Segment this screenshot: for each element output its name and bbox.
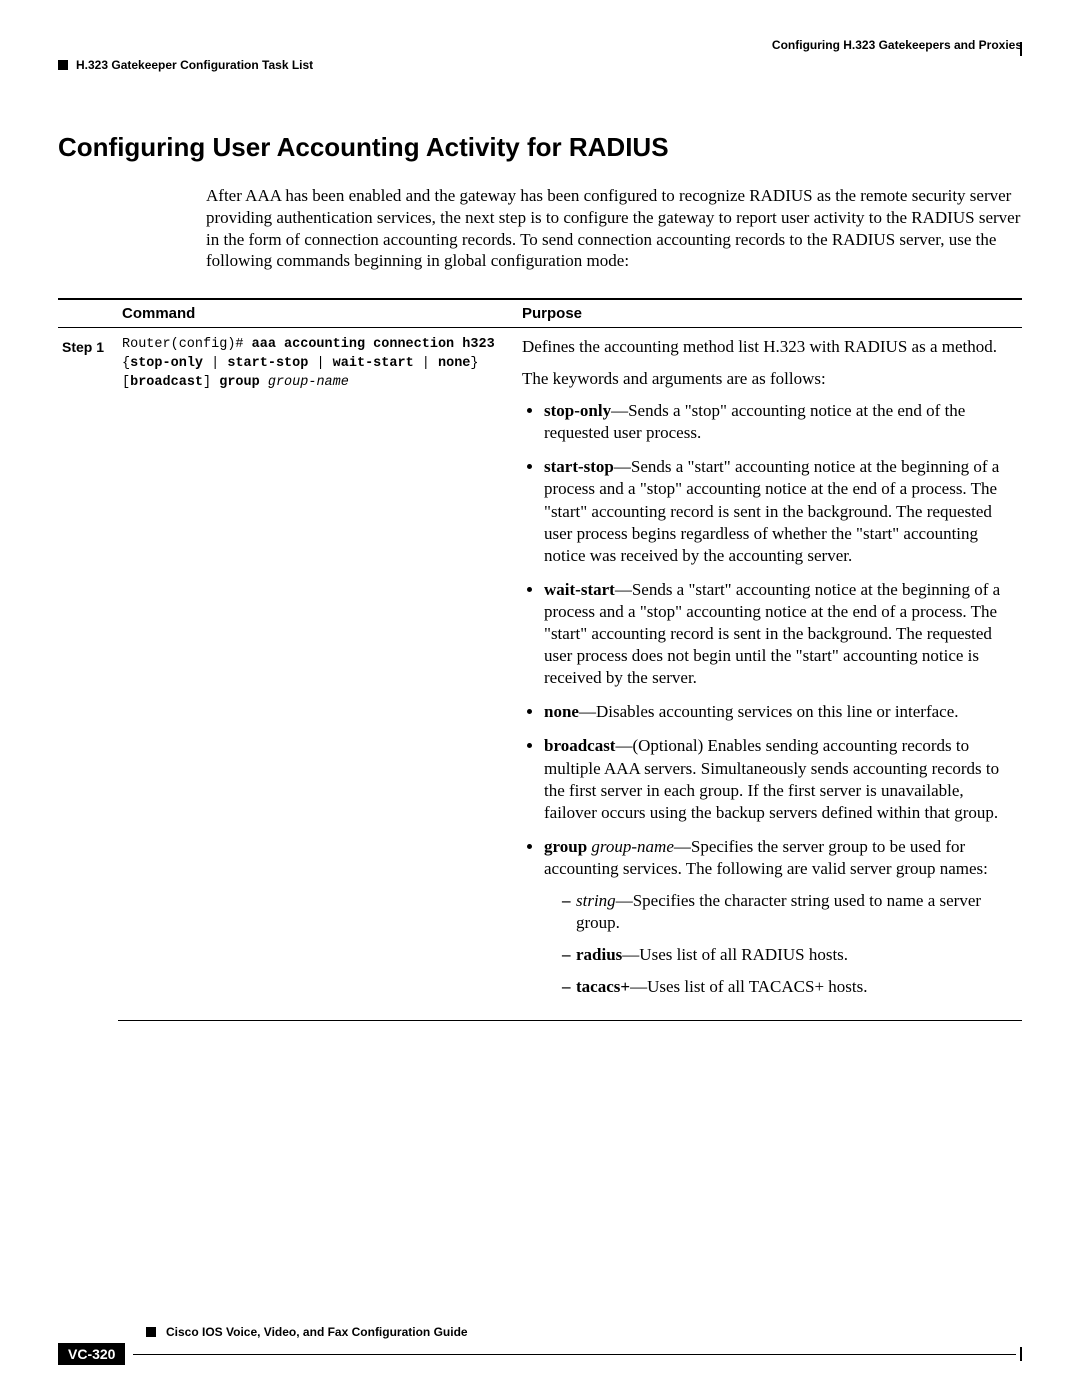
page-footer: Cisco IOS Voice, Video, and Fax Configur… xyxy=(58,1325,1022,1365)
page-number: VC-320 xyxy=(58,1343,125,1365)
list-item: radius—Uses list of all RADIUS hosts. xyxy=(562,944,1018,966)
purpose-para: Defines the accounting method list H.323… xyxy=(522,336,1018,358)
kw-text: —Uses list of all RADIUS hosts. xyxy=(622,945,848,964)
command-syntax: Router(config)# aaa accounting connectio… xyxy=(122,336,514,393)
kw-bold: broadcast xyxy=(544,736,615,755)
cmd-keyword: wait-start xyxy=(333,356,414,371)
list-item: broadcast—(Optional) Enables sending acc… xyxy=(544,735,1018,823)
list-item: start-stop—Sends a "start" accounting no… xyxy=(544,456,1018,566)
header-section: H.323 Gatekeeper Configuration Task List xyxy=(76,58,313,72)
list-item: group group-name—Specifies the server gr… xyxy=(544,836,1018,999)
kw-italic: group-name xyxy=(587,837,674,856)
list-item: stop-only—Sends a "stop" accounting noti… xyxy=(544,400,1018,444)
header-bar-icon xyxy=(1020,42,1022,56)
square-marker-icon xyxy=(58,60,68,70)
table-row: Step 1 Router(config)# aaa accounting co… xyxy=(58,328,1022,1021)
kw-bold: tacacs+ xyxy=(576,977,630,996)
cmd-prompt-text: Router(config)# xyxy=(122,337,252,352)
kw-bold: group xyxy=(544,837,587,856)
square-marker-icon xyxy=(146,1327,156,1337)
cmd-pipe: | xyxy=(414,356,438,371)
list-item: wait-start—Sends a "start" accounting no… xyxy=(544,579,1018,689)
cmd-argument: group-name xyxy=(260,375,349,390)
kw-bold: stop-only xyxy=(544,401,611,420)
cmd-brace-close: } xyxy=(470,356,478,371)
table-head-empty xyxy=(58,299,118,328)
kw-bold: none xyxy=(544,702,579,721)
header-section-row: H.323 Gatekeeper Configuration Task List xyxy=(58,58,1022,72)
kw-text: —Disables accounting services on this li… xyxy=(579,702,959,721)
footer-guide-row: Cisco IOS Voice, Video, and Fax Configur… xyxy=(58,1325,1022,1339)
cmd-bracket-close: ] xyxy=(203,375,219,390)
kw-text: —Uses list of all TACACS+ hosts. xyxy=(630,977,867,996)
cmd-keyword: group xyxy=(219,375,260,390)
kw-bold: start-stop xyxy=(544,457,614,476)
header-chapter: Configuring H.323 Gatekeepers and Proxie… xyxy=(58,38,1022,52)
cmd-keyword: start-stop xyxy=(227,356,308,371)
cmd-keyword: stop-only xyxy=(130,356,203,371)
list-item: tacacs+—Uses list of all TACACS+ hosts. xyxy=(562,976,1018,998)
footer-bar-icon xyxy=(1020,1347,1022,1361)
cmd-keyword: broadcast xyxy=(130,375,203,390)
kw-italic: string xyxy=(576,891,616,910)
command-table: Command Purpose Step 1 Router(config)# a… xyxy=(58,298,1022,1021)
cmd-brace-open: { xyxy=(122,356,130,371)
page-number-row: VC-320 xyxy=(58,1343,1022,1365)
cmd-keyword: aaa accounting connection h323 xyxy=(252,337,495,352)
keyword-list: stop-only—Sends a "stop" accounting noti… xyxy=(522,400,1018,998)
kw-text: —Specifies the character string used to … xyxy=(576,891,981,932)
section-title: Configuring User Accounting Activity for… xyxy=(58,132,1022,163)
footer-guide: Cisco IOS Voice, Video, and Fax Configur… xyxy=(166,1325,468,1339)
cmd-keyword: none xyxy=(438,356,470,371)
kw-bold: radius xyxy=(576,945,622,964)
purpose-content: Defines the accounting method list H.323… xyxy=(522,336,1018,998)
list-item: none—Disables accounting services on thi… xyxy=(544,701,1018,723)
footer-rule xyxy=(133,1354,1016,1355)
sub-list: string—Specifies the character string us… xyxy=(544,890,1018,998)
page-container: Configuring H.323 Gatekeepers and Proxie… xyxy=(0,0,1080,1397)
step-label: Step 1 xyxy=(62,339,104,355)
kw-bold: wait-start xyxy=(544,580,615,599)
table-head-purpose: Purpose xyxy=(518,299,1022,328)
purpose-para: The keywords and arguments are as follow… xyxy=(522,368,1018,390)
cmd-pipe: | xyxy=(308,356,332,371)
list-item: string—Specifies the character string us… xyxy=(562,890,1018,934)
cmd-bracket-open: [ xyxy=(122,375,130,390)
intro-paragraph: After AAA has been enabled and the gatew… xyxy=(206,185,1022,272)
table-head-command: Command xyxy=(118,299,518,328)
cmd-pipe: | xyxy=(203,356,227,371)
